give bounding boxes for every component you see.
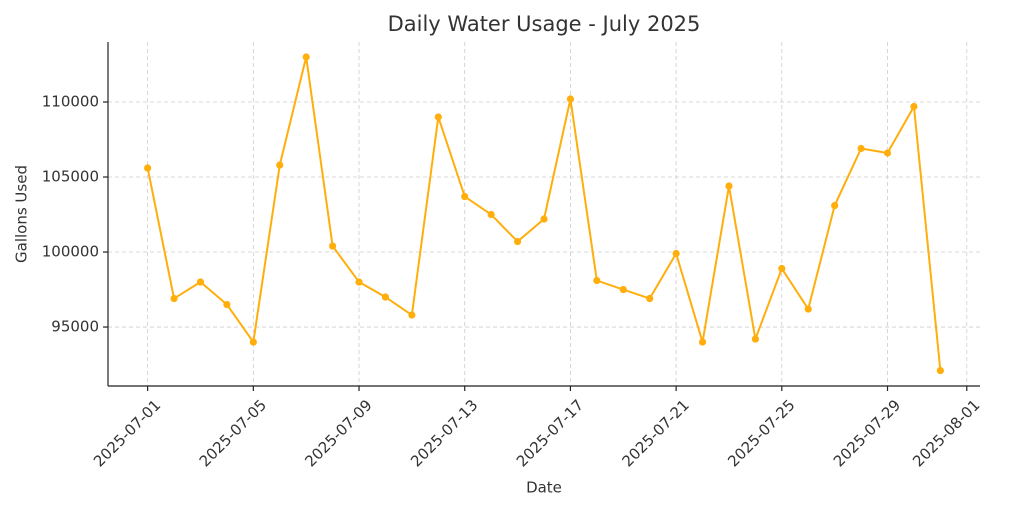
point bbox=[381, 293, 390, 301]
y-axis-label: Gallons Used bbox=[13, 165, 31, 263]
point bbox=[408, 311, 416, 319]
point bbox=[249, 338, 257, 346]
point bbox=[276, 161, 284, 169]
point bbox=[513, 237, 522, 246]
point bbox=[804, 305, 812, 313]
line bbox=[146, 56, 942, 371]
point bbox=[857, 144, 865, 153]
x-tick-label: 2025-07-09 bbox=[301, 396, 375, 470]
x-tick-label: 2025-08-01 bbox=[909, 396, 983, 470]
point bbox=[646, 294, 654, 303]
point bbox=[170, 294, 178, 303]
point bbox=[910, 102, 918, 111]
point bbox=[619, 285, 627, 294]
point bbox=[434, 113, 442, 121]
x-tick-label: 2025-07-01 bbox=[90, 396, 164, 470]
chart-title: Daily Water Usage - July 2025 bbox=[388, 12, 701, 36]
point bbox=[566, 95, 575, 103]
point bbox=[355, 278, 363, 286]
x-axis-label: Date bbox=[526, 479, 562, 497]
x-tick-label: 2025-07-29 bbox=[830, 396, 904, 470]
y-tick-label: 105000 bbox=[42, 168, 99, 186]
point bbox=[698, 338, 707, 346]
point bbox=[751, 335, 759, 343]
x-tick-label: 2025-07-21 bbox=[618, 396, 692, 470]
point bbox=[461, 192, 469, 201]
point bbox=[196, 278, 205, 286]
point bbox=[144, 164, 152, 172]
point bbox=[329, 242, 337, 250]
point bbox=[223, 300, 231, 309]
point bbox=[725, 182, 733, 190]
point bbox=[540, 215, 548, 223]
point bbox=[778, 264, 786, 273]
y-tick-label: 100000 bbox=[42, 243, 99, 261]
point bbox=[302, 53, 310, 61]
point bbox=[593, 276, 601, 285]
point bbox=[883, 149, 892, 157]
x-tick-label: 2025-07-25 bbox=[724, 396, 798, 470]
x-tick-label: 2025-07-13 bbox=[407, 396, 481, 470]
point bbox=[831, 201, 839, 210]
point bbox=[936, 366, 944, 375]
y-tick-label: 95000 bbox=[51, 318, 99, 336]
point bbox=[487, 210, 495, 219]
point bbox=[672, 249, 680, 258]
x-tick-label: 2025-07-17 bbox=[513, 396, 587, 470]
y-tick-label: 110000 bbox=[42, 93, 99, 111]
x-tick-label: 2025-07-05 bbox=[196, 396, 270, 470]
